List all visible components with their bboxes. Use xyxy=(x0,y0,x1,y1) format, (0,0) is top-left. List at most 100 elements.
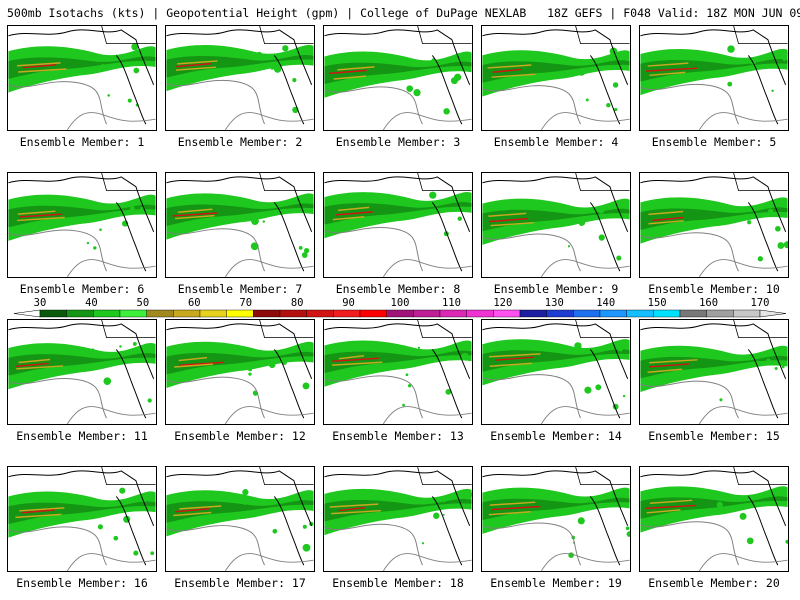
isotach-blob xyxy=(777,242,785,249)
isotach-blob xyxy=(451,198,455,202)
height-contour xyxy=(640,380,739,419)
colorbar-segment xyxy=(253,309,281,318)
height-contour xyxy=(66,259,156,277)
ensemble-member-map xyxy=(639,466,789,572)
isotach-blob xyxy=(150,551,155,556)
coastline xyxy=(273,202,305,272)
isotach-blob xyxy=(727,81,733,87)
jet-max-streak xyxy=(337,66,375,71)
map-canvas xyxy=(324,320,472,424)
isotach-colorbar xyxy=(13,309,787,318)
jet-max-streak xyxy=(18,358,51,364)
colorbar-segment xyxy=(173,309,201,318)
country-border xyxy=(417,467,472,486)
colorbar-segment xyxy=(466,309,494,318)
colorbar-tick-label: 110 xyxy=(441,297,461,309)
colorbar-segment xyxy=(599,309,627,318)
coastline xyxy=(431,349,463,419)
colorbar-segment xyxy=(573,309,601,318)
isotach-blob xyxy=(766,358,771,363)
jet-max-streak xyxy=(488,212,527,218)
height-contour xyxy=(482,522,581,566)
colorbar-segment xyxy=(386,309,414,318)
country-border xyxy=(101,320,156,339)
map-canvas xyxy=(640,26,788,130)
isotach-blob xyxy=(303,247,310,254)
jet-max-streak xyxy=(492,505,541,511)
ensemble-member-map xyxy=(481,466,631,572)
isotach-blob xyxy=(785,539,788,544)
jet-inner-fill xyxy=(166,55,314,78)
isotach-blob xyxy=(626,531,630,537)
height-contour xyxy=(8,378,107,419)
isotach-blob xyxy=(577,68,586,76)
isotach-blob xyxy=(292,78,297,83)
jet-max-streak xyxy=(333,75,367,80)
isotach-blob xyxy=(442,513,445,516)
ensemble-member-map xyxy=(481,172,631,278)
ensemble-member-map xyxy=(639,25,789,131)
isotach-blob xyxy=(129,206,135,211)
coastline xyxy=(482,470,629,527)
coastline xyxy=(324,470,471,527)
panel-caption: Ensemble Member: 12 xyxy=(174,429,306,443)
colorbar-segment xyxy=(546,309,574,318)
isotach-blob xyxy=(403,498,407,502)
colorbar-segment xyxy=(359,309,387,318)
height-contour xyxy=(324,227,423,272)
coastline xyxy=(640,323,787,380)
isotach-blob xyxy=(133,67,140,74)
jet-max-streak xyxy=(338,506,366,512)
panel-caption: Ensemble Member: 7 xyxy=(177,282,303,296)
height-contour xyxy=(324,375,423,419)
isotach-blob xyxy=(614,107,618,112)
map-canvas xyxy=(640,467,788,571)
map-canvas xyxy=(324,173,472,277)
height-contour xyxy=(66,553,156,571)
isotach-blob xyxy=(746,537,754,545)
jet-inner-fill xyxy=(8,353,156,376)
height-contour xyxy=(382,112,472,130)
jet-max-streak xyxy=(646,67,697,72)
colorbar-segment xyxy=(306,309,334,318)
jet-max-streak xyxy=(178,356,208,362)
jet-inner-fill xyxy=(8,56,156,79)
isotach-blob xyxy=(302,382,310,390)
jet-max-streak xyxy=(177,208,213,213)
isotach-blob xyxy=(131,43,139,51)
jet-inner-fill xyxy=(166,500,314,523)
jet-max-streak xyxy=(488,511,531,516)
isotach-blob xyxy=(757,256,763,262)
jet-max-streak xyxy=(331,509,381,515)
coastline xyxy=(273,55,305,125)
panel-caption: Ensemble Member: 8 xyxy=(335,282,461,296)
ensemble-member-map xyxy=(481,25,631,131)
height-contour xyxy=(224,553,314,571)
country-border xyxy=(417,173,472,192)
ensemble-member-map xyxy=(323,466,473,572)
coastline xyxy=(747,349,779,419)
height-contour xyxy=(540,112,630,130)
country-border xyxy=(417,26,472,45)
height-contour xyxy=(382,406,472,424)
jet-max-streak xyxy=(176,62,212,68)
jet-max-streak xyxy=(22,64,57,69)
country-border xyxy=(259,320,314,339)
isotach-blob xyxy=(251,217,259,226)
height-contour xyxy=(540,553,630,571)
coastline xyxy=(8,29,155,86)
jet-max-streak xyxy=(15,362,49,368)
jet-max-streak xyxy=(647,62,689,67)
height-contour xyxy=(324,86,423,125)
colorbar-tick-label: 30 xyxy=(33,297,47,309)
ensemble-member-map xyxy=(7,319,157,425)
map-canvas xyxy=(482,467,630,571)
map-canvas xyxy=(640,173,788,277)
panel-caption: Ensemble Member: 14 xyxy=(490,429,622,443)
ensemble-member-map xyxy=(323,319,473,425)
height-contour xyxy=(66,406,156,424)
isotach-blob xyxy=(113,535,119,541)
panel-caption: Ensemble Member: 13 xyxy=(332,429,464,443)
colorbar-tick-label: 100 xyxy=(390,297,410,309)
jet-inner-fill xyxy=(8,501,156,524)
